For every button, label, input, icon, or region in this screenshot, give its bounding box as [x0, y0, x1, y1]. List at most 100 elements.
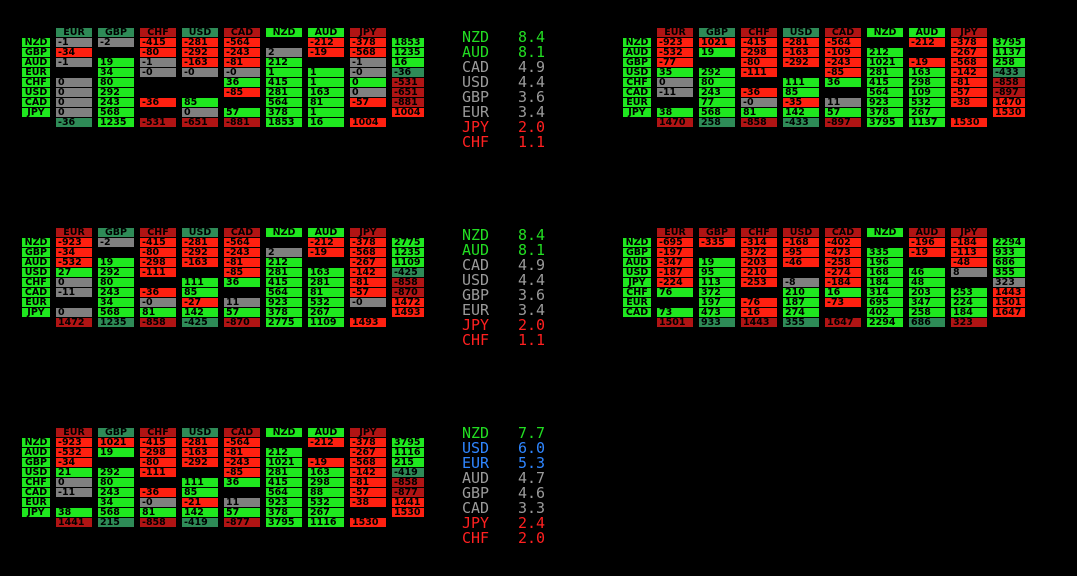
- strength-currency: CAD: [462, 58, 490, 76]
- matrix-cell: -564: [825, 38, 861, 47]
- strength-currency: GBP: [462, 286, 490, 304]
- matrix-cell: 163: [308, 468, 344, 477]
- matrix-cell: -19: [909, 248, 945, 257]
- matrix-cell: 314: [867, 288, 903, 297]
- strength-ranking: NZD 7.7 USD 6.0 EUR 5.3 AUD 4.7 GBP 4.6 CAD 3.3 JPY 2…: [462, 426, 558, 546]
- strength-row: GBP 4.6: [462, 486, 558, 501]
- column-header-gbp: GBP: [98, 28, 134, 37]
- strength-value: 2.4: [518, 514, 546, 532]
- matrix-cell: 19: [98, 448, 134, 457]
- matrix-cell: -95: [783, 248, 819, 257]
- matrix-cell: -27: [182, 298, 218, 307]
- column-header-nzd: NZD: [266, 28, 302, 37]
- column-header-aud: AUD: [308, 28, 344, 37]
- matrix-cell: 568: [699, 108, 735, 117]
- column-total: 1235: [98, 318, 134, 327]
- matrix-cell: [224, 98, 260, 107]
- matrix-cell: 0: [182, 108, 218, 117]
- row-label-nzd: NZD: [623, 38, 651, 47]
- matrix-cell: 187: [783, 298, 819, 307]
- matrix-cell: -0: [182, 68, 218, 77]
- column-total: -36: [56, 118, 92, 127]
- matrix-cell: [783, 68, 819, 77]
- strength-row: CHF 2.0: [462, 531, 558, 546]
- column-total: 686: [909, 318, 945, 327]
- matrix-cell: 184: [951, 308, 987, 317]
- matrix-cell: -48: [951, 258, 987, 267]
- strength-row: JPY 2.0: [462, 120, 558, 135]
- matrix-cell: 281: [266, 88, 302, 97]
- matrix-cell: 81: [140, 508, 176, 517]
- strength-currency: JPY: [462, 514, 490, 532]
- matrix-cell: -274: [825, 268, 861, 277]
- matrix-cell: -113: [951, 248, 987, 257]
- strength-currency: NZD: [462, 28, 490, 46]
- matrix-cell: -38: [951, 98, 987, 107]
- matrix-cell: -378: [951, 38, 987, 47]
- column-total: 1501: [657, 318, 693, 327]
- row-label-chf: CHF: [22, 78, 50, 87]
- matrix-cell: -0: [224, 68, 260, 77]
- matrix-cell: 292: [699, 68, 735, 77]
- matrix-cell: -258: [825, 258, 861, 267]
- strength-currency: CHF: [462, 529, 490, 547]
- column-header-aud: AUD: [909, 28, 945, 37]
- matrix-cell: 11: [224, 498, 260, 507]
- matrix-cell: 564: [266, 98, 302, 107]
- matrix-cell: 212: [266, 448, 302, 457]
- strength-row: CHF 1.1: [462, 135, 558, 150]
- matrix-cell: -224: [657, 278, 693, 287]
- column-total: 3795: [867, 118, 903, 127]
- row-label-aud: AUD: [22, 58, 50, 67]
- matrix-cell: 1: [266, 68, 302, 77]
- matrix-cell: 73: [657, 308, 693, 317]
- matrix-cell: -80: [140, 48, 176, 57]
- matrix-cell: -19: [308, 458, 344, 467]
- matrix-cell: -8: [783, 278, 819, 287]
- matrix-cell: 258: [909, 308, 945, 317]
- matrix-cell: 372: [699, 288, 735, 297]
- matrix-cell: 415: [266, 278, 302, 287]
- strength-currency: JPY: [462, 316, 490, 334]
- matrix-cell: -0: [350, 68, 386, 77]
- matrix-cell: 0: [56, 478, 92, 487]
- matrix-cell: 46: [909, 268, 945, 277]
- row-label-cad: CAD: [623, 308, 651, 317]
- column-total: 323: [951, 318, 987, 327]
- row-total: 1443: [993, 288, 1025, 297]
- row-label-usd: USD: [623, 68, 651, 77]
- row-total: 933: [993, 248, 1025, 257]
- matrix-cell: 243: [98, 488, 134, 497]
- row-total: 2294: [993, 238, 1025, 247]
- matrix-cell: -415: [140, 38, 176, 47]
- matrix-cell: 281: [266, 468, 302, 477]
- strength-row: CAD 4.9: [462, 258, 558, 273]
- strength-row: NZD 8.4: [462, 228, 558, 243]
- matrix-cell: 19: [98, 58, 134, 67]
- column-header-chf: CHF: [140, 28, 176, 37]
- row-total: -531: [392, 78, 424, 87]
- matrix-cell: -2: [98, 238, 134, 247]
- matrix-cell: [56, 68, 92, 77]
- column-header-jpy: JPY: [350, 428, 386, 437]
- matrix-cell: -335: [699, 238, 735, 247]
- totals-end: [993, 118, 1025, 127]
- matrix-cell: -695: [657, 238, 693, 247]
- row-total: -425: [392, 268, 424, 277]
- matrix-cell: -168: [783, 238, 819, 247]
- strength-value: 4.4: [518, 73, 546, 91]
- column-total: -870: [224, 318, 260, 327]
- matrix-cell: [182, 78, 218, 87]
- strength-value: 5.3: [518, 454, 546, 472]
- matrix-cell: 163: [308, 88, 344, 97]
- matrix-cell: [308, 448, 344, 457]
- matrix-cell: [224, 488, 260, 497]
- matrix-cell: 292: [98, 468, 134, 477]
- strength-row: USD 4.4: [462, 75, 558, 90]
- row-total: 3795: [993, 38, 1025, 47]
- strength-currency: AUD: [462, 469, 490, 487]
- row-total: 1472: [392, 298, 424, 307]
- matrix-cell: -57: [350, 288, 386, 297]
- row-label-usd: USD: [623, 268, 651, 277]
- row-total: -877: [392, 488, 424, 497]
